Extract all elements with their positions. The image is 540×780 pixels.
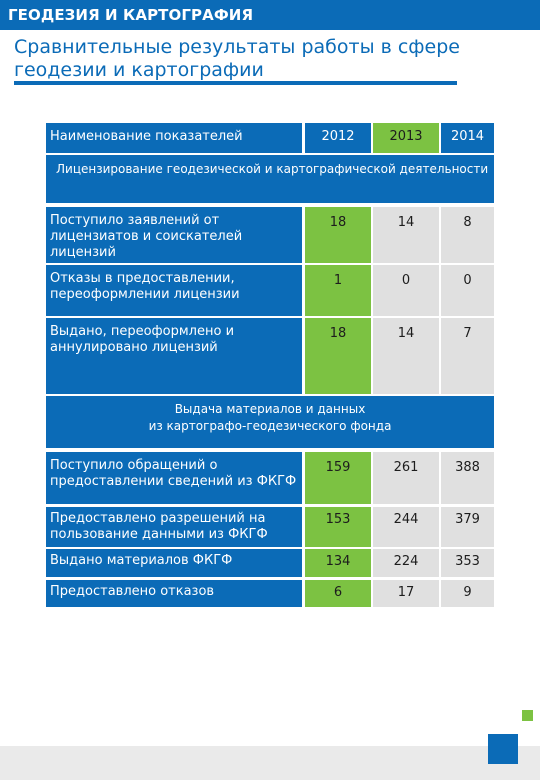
table-row-label: Предоставлено отказов xyxy=(46,580,302,607)
table-cell-2014: 8 xyxy=(441,207,494,263)
table-cell-2014: 379 xyxy=(441,507,494,547)
table-cell-2013: 244 xyxy=(373,507,439,547)
page-title: Сравнительные результаты работы в сфере … xyxy=(14,36,460,81)
table-cell-2014: 353 xyxy=(441,549,494,577)
table-cell-2012: 134 xyxy=(305,549,371,577)
table-cell-2013: 0 xyxy=(373,265,439,316)
decorative-blue-square xyxy=(488,734,518,764)
table-cell-2012: 18 xyxy=(305,318,371,394)
section-fund-header: Выдача материалов и данных из картографо… xyxy=(46,396,494,448)
table-cell-2013: 14 xyxy=(373,318,439,394)
table-cell-2013: 261 xyxy=(373,452,439,504)
table-cell-2012: 159 xyxy=(305,452,371,504)
decorative-green-square xyxy=(522,710,533,721)
title-underline xyxy=(14,81,457,85)
table-cell-2013: 224 xyxy=(373,549,439,577)
table-cell-2013: 17 xyxy=(373,580,439,607)
table-row-label: Поступило обращений о предоставлении све… xyxy=(46,452,302,504)
table-cell-2014: 0 xyxy=(441,265,494,316)
table-cell-2014: 388 xyxy=(441,452,494,504)
table-row-label: Предоставлено разрешений на пользование … xyxy=(46,507,302,547)
table-row-label: Выдано материалов ФКГФ xyxy=(46,549,302,577)
table-cell-2012: 1 xyxy=(305,265,371,316)
table-cell-2014: 9 xyxy=(441,580,494,607)
section-header-bar: ГЕОДЕЗИЯ И КАРТОГРАФИЯ xyxy=(0,0,540,30)
table-head-label: Наименование показателей xyxy=(46,123,302,153)
table-head-year-2012: 2012 xyxy=(305,123,371,153)
section-licensing-header: Лицензирование геодезической и картограф… xyxy=(46,155,494,203)
section-fund-title-line1: Выдача материалов и данных xyxy=(174,402,366,416)
footer-band xyxy=(0,746,540,780)
table-cell-2013: 14 xyxy=(373,207,439,263)
table-cell-2012: 153 xyxy=(305,507,371,547)
section-title: ГЕОДЕЗИЯ И КАРТОГРАФИЯ xyxy=(8,6,254,24)
table-cell-2012: 6 xyxy=(305,580,371,607)
section-licensing-title: Лицензирование геодезической и картограф… xyxy=(56,162,489,176)
table-row-label: Отказы в предоставлении, переоформлении … xyxy=(46,265,302,316)
table-head-year-2014: 2014 xyxy=(441,123,494,153)
table-cell-2012: 18 xyxy=(305,207,371,263)
section-fund-title-line2: из картографо-геодезического фонда xyxy=(148,419,392,433)
table-head-year-2013: 2013 xyxy=(373,123,439,153)
table-row-label: Поступило заявлений от лицензиатов и сои… xyxy=(46,207,302,263)
table-cell-2014: 7 xyxy=(441,318,494,394)
table-row-label: Выдано, переоформлено и аннулировано лиц… xyxy=(46,318,302,394)
